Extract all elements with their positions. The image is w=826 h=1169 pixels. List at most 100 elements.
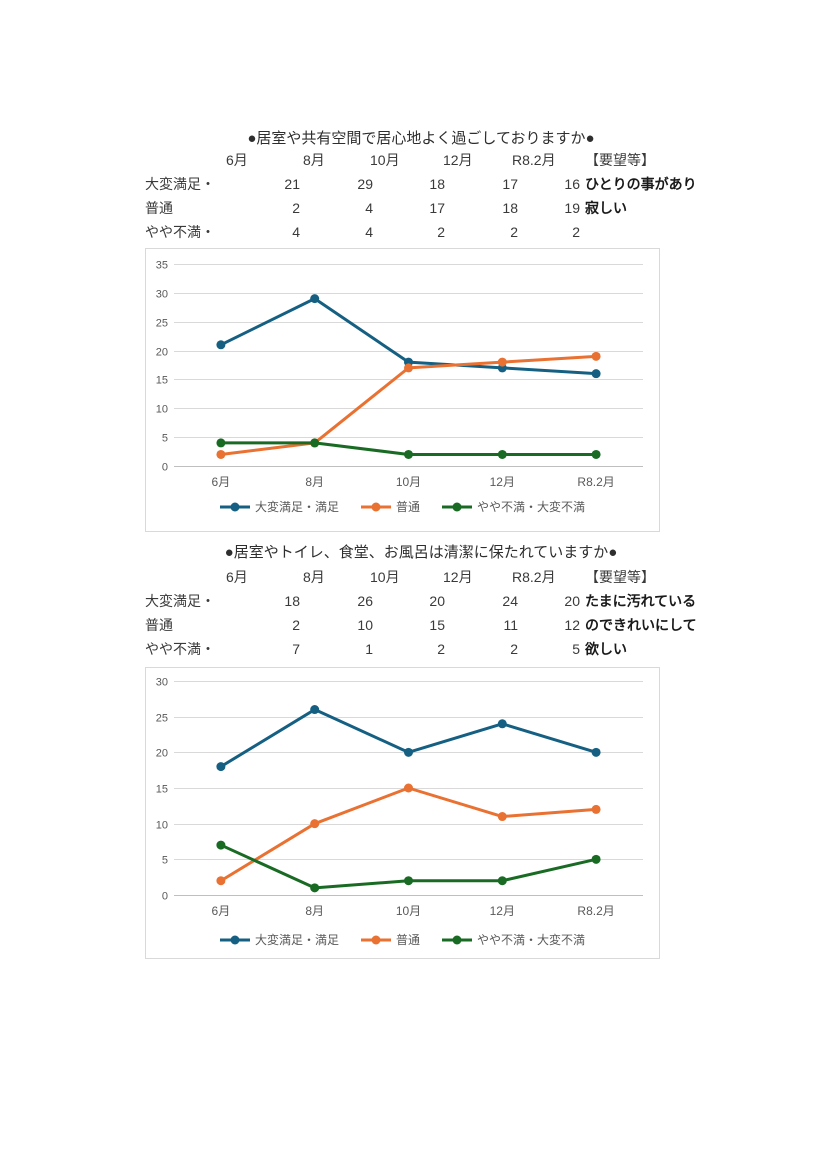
- row-label: 大変満足・: [145, 176, 215, 192]
- remark-text: たまに汚れている: [585, 593, 697, 609]
- x-tick-label: 12月: [490, 904, 515, 918]
- section-1-title: ●居室や共有空間で居心地よく過ごしておりますか●: [247, 130, 595, 147]
- remark-text: 欲しい: [585, 641, 627, 657]
- legend-swatch: [360, 502, 391, 511]
- col-header: 12月: [443, 152, 473, 168]
- value-cell: 18: [429, 176, 445, 192]
- remark-text: のできれいにして: [585, 617, 697, 633]
- value-cell: 2: [572, 224, 580, 240]
- point-marker: [310, 819, 320, 829]
- legend-item: 大変満足・満足: [219, 498, 339, 515]
- x-tick-label: 6月: [212, 904, 231, 918]
- legend-label: 普通: [395, 933, 420, 947]
- legend-swatch: [219, 935, 250, 944]
- y-tick-label: 5: [162, 433, 168, 445]
- point-marker: [310, 883, 320, 893]
- line-chart-comfort: 0 5 10 15 20 25 30 35 6月 8月 10月 12月 R8.2月 大変満足・満足 普通 やや…: [145, 248, 660, 532]
- legend-swatch: [360, 935, 391, 944]
- point-marker: [310, 438, 320, 448]
- point-marker: [497, 876, 507, 886]
- y-tick-label: 25: [156, 713, 168, 725]
- value-cell: 1: [365, 641, 373, 657]
- value-cell: 20: [429, 593, 445, 609]
- point-marker: [591, 449, 601, 459]
- value-cell: 19: [564, 200, 580, 216]
- y-tick-label: 30: [156, 289, 168, 301]
- col-header: 8月: [303, 152, 325, 168]
- row-label: やや不満・: [145, 641, 215, 657]
- remark-text: 寂しい: [585, 200, 627, 216]
- y-tick-label: 0: [162, 891, 168, 903]
- point-marker: [591, 351, 601, 361]
- point-marker: [404, 449, 413, 459]
- point-marker: [216, 876, 226, 886]
- value-cell: 7: [292, 641, 300, 657]
- legend-label: やや不満・大変不満: [477, 500, 586, 514]
- value-cell: 15: [429, 617, 445, 633]
- value-cell: 2: [510, 224, 518, 240]
- y-tick-label: 25: [156, 318, 168, 330]
- legend-marker: [452, 502, 462, 511]
- col-header: 12月: [443, 569, 473, 585]
- y-tick-label: 0: [162, 462, 168, 474]
- row-label: 大変満足・: [145, 593, 215, 609]
- y-tick-label: 15: [156, 784, 168, 796]
- line-chart-cleanliness: 0 5 10 15 20 25 30 6月 8月 10月 12月 R8.2月 大変満足・満足 普通 やや不満…: [145, 667, 660, 959]
- legend-marker: [371, 935, 381, 944]
- point-marker: [216, 762, 226, 772]
- point-marker: [497, 719, 507, 729]
- table-1-header-row: 6月 8月 10月 12月 R8.2月 【要望等】: [0, 148, 826, 172]
- table-row: 普通 2 10 15 11 12 のできれいにして: [0, 613, 826, 637]
- value-cell: 17: [502, 176, 518, 192]
- point-marker: [310, 294, 320, 304]
- value-cell: 4: [365, 224, 373, 240]
- point-marker: [404, 363, 413, 373]
- section-2-title: ●居室やトイレ、食堂、お風呂は清潔に保たれていますか●: [224, 544, 618, 561]
- legend-marker: [230, 935, 240, 944]
- point-marker: [591, 854, 601, 864]
- table-row: 大変満足・ 21 29 18 17 16 ひとりの事があり: [0, 172, 826, 196]
- chart-legend: 大変満足・満足 普通 やや不満・大変不満: [146, 931, 659, 948]
- legend-item: やや不満・大変不満: [442, 931, 585, 948]
- legend-item: 大変満足・満足: [219, 931, 339, 948]
- value-cell: 24: [502, 593, 518, 609]
- value-cell: 21: [284, 176, 300, 192]
- col-header: 8月: [303, 569, 325, 585]
- legend-item: 普通: [360, 498, 420, 515]
- x-tick-label: 6月: [212, 475, 231, 489]
- x-tick-label: R8.2月: [577, 475, 614, 489]
- point-marker: [591, 369, 601, 379]
- legend-marker: [371, 502, 381, 511]
- point-marker: [404, 876, 413, 886]
- col-header: R8.2月: [512, 569, 556, 585]
- value-cell: 18: [284, 593, 300, 609]
- value-cell: 26: [357, 593, 373, 609]
- point-marker: [216, 449, 226, 459]
- point-marker: [216, 340, 226, 350]
- value-cell: 5: [572, 641, 580, 657]
- value-cell: 2: [510, 641, 518, 657]
- chart-canvas: 0 5 10 15 20 25 30 35 6月 8月 10月 12月 R8.2月: [156, 260, 643, 489]
- value-cell: 2: [292, 200, 300, 216]
- col-header: 10月: [370, 569, 400, 585]
- value-cell: 18: [502, 200, 518, 216]
- y-tick-label: 5: [162, 855, 168, 867]
- legend-label: 普通: [395, 500, 420, 514]
- chart-legend: 大変満足・満足 普通 やや不満・大変不満: [146, 498, 659, 515]
- table-row: 大変満足・ 18 26 20 24 20 たまに汚れている: [0, 589, 826, 613]
- point-marker: [497, 449, 507, 459]
- col-header: 【要望等】: [585, 152, 655, 168]
- table-2-header-row: 6月 8月 10月 12月 R8.2月 【要望等】: [0, 565, 826, 589]
- row-label: やや不満・: [145, 224, 215, 240]
- point-marker: [591, 747, 601, 757]
- legend-swatch: [442, 935, 472, 944]
- table-row: やや不満・ 4 4 2 2 2: [0, 220, 826, 244]
- col-header: R8.2月: [512, 152, 556, 168]
- y-tick-label: 30: [156, 677, 168, 689]
- value-cell: 2: [437, 224, 445, 240]
- point-marker: [310, 705, 320, 715]
- x-tick-label: 12月: [490, 475, 515, 489]
- x-tick-label: 8月: [305, 475, 324, 489]
- legend-marker: [452, 935, 462, 944]
